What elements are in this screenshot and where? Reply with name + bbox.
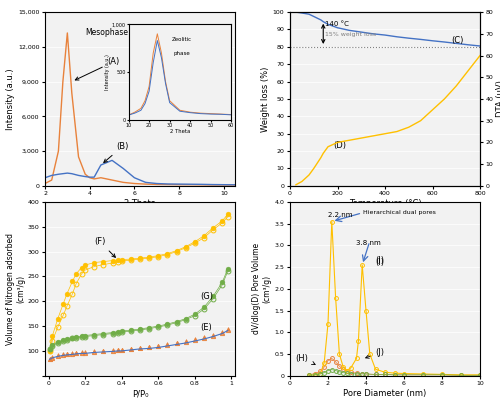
Text: (G): (G) [200, 292, 213, 301]
Text: 3.8 nm: 3.8 nm [356, 240, 382, 246]
Text: (C): (C) [452, 36, 464, 45]
Text: Mesophase: Mesophase [85, 28, 128, 37]
Y-axis label: Weight loss (%): Weight loss (%) [261, 66, 270, 132]
X-axis label: Temperature (°C): Temperature (°C) [348, 199, 422, 208]
Text: (J): (J) [366, 348, 384, 358]
Text: 140 °C: 140 °C [325, 21, 349, 27]
Text: (F): (F) [94, 237, 116, 257]
Y-axis label: Intensity (a.u.): Intensity (a.u.) [6, 68, 15, 130]
Text: (E): (E) [200, 322, 212, 332]
Text: (A): (A) [76, 57, 120, 80]
Text: (D): (D) [333, 141, 346, 149]
Text: 15% weight loss: 15% weight loss [325, 32, 376, 38]
Text: (I): (I) [376, 256, 384, 265]
X-axis label: P/P₀: P/P₀ [132, 389, 148, 398]
Text: 2.2 nm: 2.2 nm [328, 212, 352, 218]
X-axis label: Pore Diameter (nm): Pore Diameter (nm) [344, 389, 426, 398]
X-axis label: 2 Theta: 2 Theta [124, 199, 156, 208]
Y-axis label: dV/dlog(D) Pore Volume
(cm³/g): dV/dlog(D) Pore Volume (cm³/g) [252, 243, 272, 335]
Y-axis label: DTA (μV): DTA (μV) [496, 80, 500, 118]
Text: Hierarchical dual pores: Hierarchical dual pores [363, 210, 436, 215]
Text: (B): (B) [104, 142, 129, 162]
Y-axis label: Volume of Nitrogen adsorbed
(cm³/g): Volume of Nitrogen adsorbed (cm³/g) [6, 233, 25, 345]
Text: (I): (I) [376, 258, 384, 267]
Text: (H): (H) [296, 354, 315, 364]
